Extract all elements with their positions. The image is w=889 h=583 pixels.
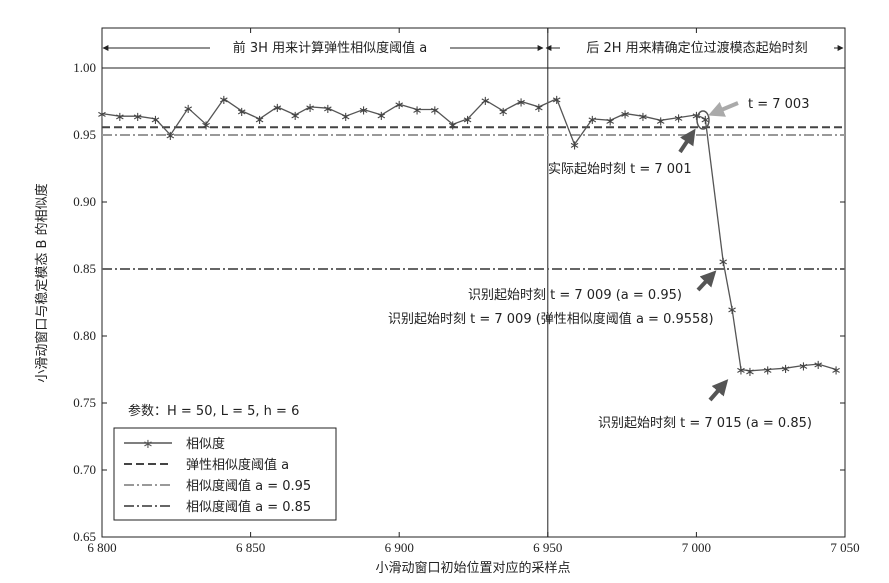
similarity-point: ∗ xyxy=(218,93,229,108)
similarity-point: ∗ xyxy=(718,255,729,270)
similarity-point: ∗ xyxy=(290,109,301,124)
similarity-point: ∗ xyxy=(322,102,333,117)
similarity-point: ∗ xyxy=(744,365,755,380)
similarity-point: ∗ xyxy=(254,113,265,128)
annotation-circle-t7003 xyxy=(696,110,710,130)
similarity-point: ∗ xyxy=(673,112,684,127)
similarity-point: ∗ xyxy=(97,108,108,123)
similarity-point: ∗ xyxy=(727,303,738,318)
annotation-arrow-t7015 xyxy=(708,379,729,402)
annotation-arrow-t7001 xyxy=(678,128,696,154)
similarity-point: ∗ xyxy=(620,108,631,123)
legend-item-elastic-threshold: 弹性相似度阈值 a xyxy=(124,457,289,473)
annotation-t7003: t = 7 003 xyxy=(696,97,809,130)
similarity-point: ∗ xyxy=(798,359,809,374)
similarity-point: ∗ xyxy=(272,101,283,116)
legend-item-threshold-095: 相似度阈值 a = 0.95 xyxy=(124,478,311,494)
similarity-point: ∗ xyxy=(340,110,351,125)
similarity-point: ∗ xyxy=(762,364,773,379)
similarity-point: ∗ xyxy=(831,364,842,379)
x-tick-label: 7 000 xyxy=(682,540,711,555)
similarity-point: ∗ xyxy=(165,129,176,144)
annotation-arrow-t7009a xyxy=(696,270,717,292)
similarity-point: ∗ xyxy=(183,102,194,117)
top-left-label-text: 前 3H 用来计算弹性相似度阈值 a xyxy=(233,40,427,56)
y-tick-label: 1.00 xyxy=(73,60,96,75)
similarity-point: ∗ xyxy=(551,93,562,108)
x-tick-label: 6 850 xyxy=(236,540,265,555)
annotation-t7001: 实际起始时刻 t = 7 001 xyxy=(548,128,696,177)
legend-label-similarity: 相似度 xyxy=(186,436,225,452)
axes: 6 800 6 850 6 900 6 950 7 000 7 050 0.65 0.70 0.… xyxy=(73,28,860,555)
similarity-series: ∗ ∗ ∗ ∗ ∗ ∗ ∗ ∗ ∗ ∗ ∗ ∗ ∗ ∗ ∗ ∗ ∗ ∗ ∗ ∗ ∗ ∗ ∗ ∗ ∗ ∗ ∗ ∗ ∗ ∗ ∗ ∗ ∗ ∗ ∗ ∗ ∗ ∗ ∗ ∗… xyxy=(97,93,842,380)
similarity-point: ∗ xyxy=(150,113,161,128)
y-axis-label: 小滑动窗口与稳定模态 B 的相似度 xyxy=(34,183,50,382)
similarity-point: ∗ xyxy=(605,114,616,129)
annotation-t7015: 识别起始时刻 t = 7 015 (a = 0.85) xyxy=(598,379,812,431)
similarity-point: ∗ xyxy=(700,113,711,128)
x-tick-label: 7 050 xyxy=(830,540,859,555)
legend-label-elastic-threshold: 弹性相似度阈值 a xyxy=(186,457,289,473)
similarity-point: ∗ xyxy=(691,109,702,124)
similarity-point: ∗ xyxy=(429,104,440,119)
similarity-point: ∗ xyxy=(394,98,405,113)
similarity-point: ∗ xyxy=(516,96,527,111)
y-tick-label: 0.95 xyxy=(73,127,96,142)
similarity-point: ∗ xyxy=(412,104,423,119)
similarity-point: ∗ xyxy=(114,110,125,125)
x-tick-label: 6 800 xyxy=(87,540,116,555)
similarity-point: ∗ xyxy=(376,109,387,124)
legend-label-threshold-095: 相似度阈值 a = 0.95 xyxy=(186,478,311,494)
x-tick-label: 6 950 xyxy=(533,540,562,555)
legend-item-threshold-085: 相似度阈值 a = 0.85 xyxy=(124,499,311,515)
similarity-point: ∗ xyxy=(587,113,598,128)
legend-marker-similarity: ∗ xyxy=(143,437,154,452)
annotation-text-t7015: 识别起始时刻 t = 7 015 (a = 0.85) xyxy=(598,416,812,431)
similarity-point: ∗ xyxy=(201,118,212,133)
y-tick-label: 0.85 xyxy=(73,261,96,276)
annotation-t7009b: 识别起始时刻 t = 7 009 (弹性相似度阈值 a = 0.9558) xyxy=(388,311,714,327)
similarity-point: ∗ xyxy=(462,113,473,128)
y-tick-label: 0.70 xyxy=(73,462,96,477)
legend-label-threshold-085: 相似度阈值 a = 0.85 xyxy=(186,499,311,515)
similarity-point: ∗ xyxy=(447,118,458,133)
similarity-point: ∗ xyxy=(132,110,143,125)
threshold-lines xyxy=(102,126,845,270)
similarity-point: ∗ xyxy=(780,362,791,377)
legend-item-similarity: ∗ 相似度 xyxy=(124,436,225,452)
params-label: 参数：H = 50, L = 5, h = 6 xyxy=(128,403,299,419)
similarity-point: ∗ xyxy=(736,364,747,379)
y-tick-label: 0.90 xyxy=(73,194,96,209)
top-right-region-label: 后 2H 用来精确定位过渡模态起始时刻 xyxy=(545,40,844,56)
annotation-text-t7001: 实际起始时刻 t = 7 001 xyxy=(548,162,692,177)
top-left-region-label: 前 3H 用来计算弹性相似度阈值 a xyxy=(102,40,544,56)
similarity-line xyxy=(101,97,837,372)
top-right-label-text: 后 2H 用来精确定位过渡模态起始时刻 xyxy=(586,40,807,56)
similarity-point: ∗ xyxy=(637,110,648,125)
y-tick-label: 0.65 xyxy=(73,529,96,544)
similarity-point: ∗ xyxy=(480,94,491,109)
similarity-point: ∗ xyxy=(569,138,580,153)
similarity-point: ∗ xyxy=(498,105,509,120)
similarity-point: ∗ xyxy=(358,104,369,119)
similarity-point: ∗ xyxy=(655,114,666,129)
similarity-point: ∗ xyxy=(813,358,824,373)
x-axis-label: 小滑动窗口初始位置对应的采样点 xyxy=(375,560,570,576)
annotation-arrow-t7003 xyxy=(708,101,739,117)
plot-frame xyxy=(101,27,846,538)
annotation-text-t7003: t = 7 003 xyxy=(748,97,809,112)
y-tick-label: 0.80 xyxy=(73,328,96,343)
similarity-point: ∗ xyxy=(236,105,247,120)
annotation-text-t7009a: 识别起始时刻 t = 7 009 (a = 0.95) xyxy=(468,288,682,303)
y-tick-label: 0.75 xyxy=(73,395,96,410)
similarity-point: ∗ xyxy=(533,101,544,116)
x-tick-label: 6 900 xyxy=(385,540,414,555)
annotation-text-t7009b: 识别起始时刻 t = 7 009 (弹性相似度阈值 a = 0.9558) xyxy=(388,311,714,327)
annotation-t7009a: 识别起始时刻 t = 7 009 (a = 0.95) xyxy=(468,270,717,303)
similarity-point: ∗ xyxy=(305,101,316,116)
legend: ∗ 相似度 弹性相似度阈值 a 相似度阈值 a = 0.95 相似度阈值 a =… xyxy=(113,427,337,521)
